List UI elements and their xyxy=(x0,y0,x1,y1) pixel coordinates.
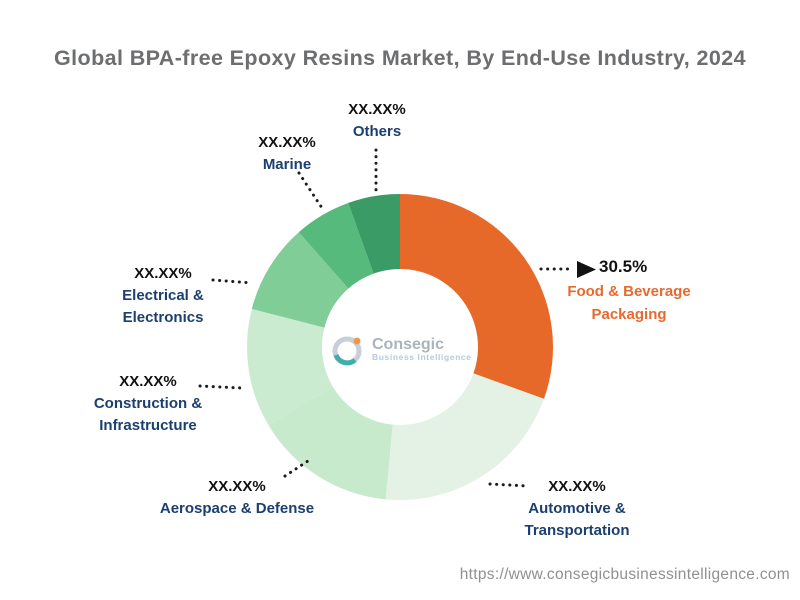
chart-title: Global BPA-free Epoxy Resins Market, By … xyxy=(54,46,746,70)
label-automotive-value: XX.XX% xyxy=(548,478,606,495)
label-construction-infrastructure: XX.XX% Construction & Infrastructure xyxy=(62,371,234,436)
donut-slice-others xyxy=(348,194,400,274)
donut-slice-construction-infrastructure xyxy=(247,308,333,425)
leader-marine xyxy=(297,171,324,210)
logo-text: Consegic Business Intelligence xyxy=(372,336,472,363)
logo-tagline: Business Intelligence xyxy=(372,352,472,363)
leader-construction xyxy=(198,384,244,390)
label-marine-value: XX.XX% xyxy=(258,134,316,151)
consegic-logo-icon xyxy=(332,336,362,366)
label-others-name: Others xyxy=(352,122,402,140)
donut-slice-automotive-transportation xyxy=(385,373,544,500)
leader-aerospace xyxy=(283,457,313,478)
label-aerospace-name: Aerospace & Defense xyxy=(159,499,315,517)
label-construction-value: XX.XX% xyxy=(119,373,177,390)
label-electrical-value: XX.XX% xyxy=(134,265,192,282)
logo-brand: Consegic xyxy=(372,335,445,353)
label-marine: XX.XX% Marine xyxy=(222,132,352,176)
donut-slice-electrical-electronics xyxy=(251,232,349,328)
label-others: XX.XX% Others xyxy=(312,99,442,143)
label-food-name: Food & Beverage Packaging xyxy=(567,283,691,323)
leader-lines xyxy=(198,148,575,488)
brand-logo: Consegic Business Intelligence xyxy=(328,326,478,372)
source-url[interactable]: https://www.consegicbusinessintelligence… xyxy=(459,566,790,583)
label-electrical-name: Electrical & Electronics xyxy=(122,286,204,326)
label-marine-name: Marine xyxy=(262,155,312,173)
label-electrical-electronics: XX.XX% Electrical & Electronics xyxy=(85,263,241,328)
donut-slice-aerospace-defense xyxy=(268,386,393,500)
label-aerospace-defense: XX.XX% Aerospace & Defense xyxy=(142,476,332,520)
leader-automotive xyxy=(488,482,530,488)
donut-slices-group xyxy=(247,194,554,500)
leader-electrical xyxy=(211,278,254,285)
label-food-value: 30.5% xyxy=(599,257,648,276)
label-construction-name: Construction & Infrastructure xyxy=(93,394,203,434)
label-aerospace-value: XX.XX% xyxy=(208,478,266,495)
donut-slice-food-beverage-packaging xyxy=(400,194,554,399)
label-automotive-transportation: XX.XX% Automotive & Transportation xyxy=(487,476,667,541)
label-automotive-name: Automotive & Transportation xyxy=(524,499,630,539)
arrowhead-food xyxy=(577,261,596,278)
donut-slice-marine xyxy=(298,203,374,289)
label-others-value: XX.XX% xyxy=(348,101,406,118)
